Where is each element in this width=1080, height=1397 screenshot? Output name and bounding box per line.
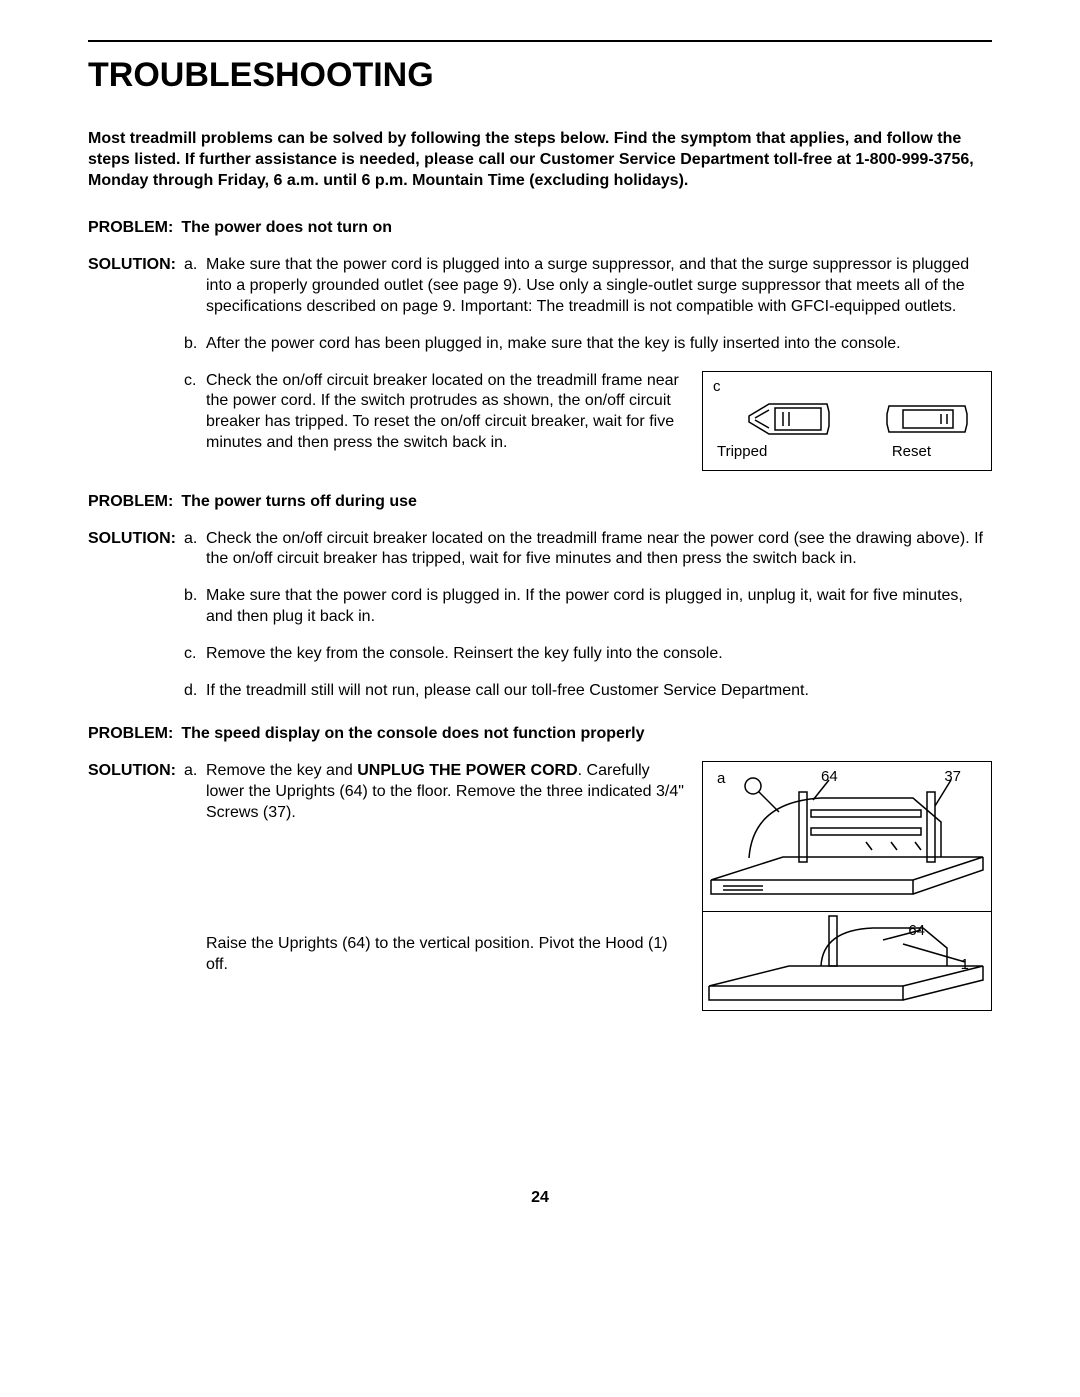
solution-1b-text: After the power cord has been plugged in…	[206, 334, 992, 355]
figure-a-top: a 64 37	[702, 761, 992, 911]
solution-2a-text: Check the on/off circuit breaker located…	[206, 529, 992, 571]
solution-2d-text: If the treadmill still will not run, ple…	[206, 681, 992, 702]
item-letter: d.	[184, 681, 206, 702]
solution-2b-text: Make sure that the power cord is plugged…	[206, 586, 992, 628]
figure-a-bot-callout-1: 1	[961, 956, 969, 973]
solution-3a2-text: Raise the Uprights (64) to the vertical …	[206, 934, 684, 976]
figure-c-tripped-label: Tripped	[717, 443, 767, 460]
item-letter: a.	[184, 529, 206, 550]
intro-paragraph: Most treadmill problems can be solved by…	[88, 129, 992, 191]
figure-a-ref: a	[717, 770, 725, 787]
figure-c-breaker: c Tripped Reset	[702, 371, 992, 471]
item-letter: c.	[184, 371, 206, 392]
solution-1c-group: c. Check the on/off circuit breaker loca…	[88, 371, 992, 471]
solution-label: SOLUTION:	[88, 255, 184, 276]
solution-3a-text: Remove the key and UNPLUG THE POWER CORD…	[206, 761, 684, 823]
problem-2-title: The power turns off during use	[181, 493, 417, 511]
problem-label: PROBLEM:	[88, 493, 173, 511]
item-letter: a.	[184, 255, 206, 276]
figure-a-bot-callout-64: 64	[908, 922, 925, 939]
solution-1a: SOLUTION: a. Make sure that the power co…	[88, 255, 992, 317]
item-letter: c.	[184, 644, 206, 665]
figure-a-callout-64: 64	[821, 768, 838, 785]
figure-a-bottom: 64 1	[702, 911, 992, 1011]
page-title: TROUBLESHOOTING	[88, 56, 992, 95]
figure-a-treadmill: a 64 37	[702, 761, 992, 1011]
problem-2-heading: PROBLEM: The power turns off during use	[88, 493, 992, 511]
problem-3-title: The speed display on the console does no…	[181, 725, 644, 743]
item-letter: a.	[184, 761, 206, 782]
top-rule	[88, 40, 992, 42]
solution-2c: c. Remove the key from the console. Rein…	[88, 644, 992, 665]
breaker-reset-icon	[885, 394, 971, 444]
figure-a-callout-37: 37	[944, 768, 961, 785]
item-letter: b.	[184, 334, 206, 355]
treadmill-upright-icon	[703, 912, 993, 1012]
figure-c-reset-label: Reset	[892, 443, 931, 460]
solution-label: SOLUTION:	[88, 761, 184, 782]
problem-label: PROBLEM:	[88, 219, 173, 237]
page-number: 24	[531, 1189, 549, 1207]
solution-label: SOLUTION:	[88, 529, 184, 550]
solution-3a-cont: Raise the Uprights (64) to the vertical …	[88, 934, 684, 976]
problem-1-heading: PROBLEM: The power does not turn on	[88, 219, 992, 237]
problem-3-heading: PROBLEM: The speed display on the consol…	[88, 725, 992, 743]
figure-c-ref: c	[713, 378, 721, 395]
solution-2b: b. Make sure that the power cord is plug…	[88, 586, 992, 628]
solution-2d: d. If the treadmill still will not run, …	[88, 681, 992, 702]
solution-1b: b. After the power cord has been plugged…	[88, 334, 992, 355]
manual-page: TROUBLESHOOTING Most treadmill problems …	[0, 0, 1080, 1397]
problem-1-title: The power does not turn on	[181, 219, 392, 237]
solution-2a: SOLUTION: a. Check the on/off circuit br…	[88, 529, 992, 571]
problem-label: PROBLEM:	[88, 725, 173, 743]
solution-1c-text: Check the on/off circuit breaker located…	[206, 371, 684, 454]
solution-3a: SOLUTION: a. Remove the key and UNPLUG T…	[88, 761, 684, 823]
solution-2c-text: Remove the key from the console. Reinser…	[206, 644, 992, 665]
solution-3-group: SOLUTION: a. Remove the key and UNPLUG T…	[88, 761, 992, 1011]
item-letter: b.	[184, 586, 206, 607]
solution-1a-text: Make sure that the power cord is plugged…	[206, 255, 992, 317]
breaker-tripped-icon	[747, 394, 833, 444]
